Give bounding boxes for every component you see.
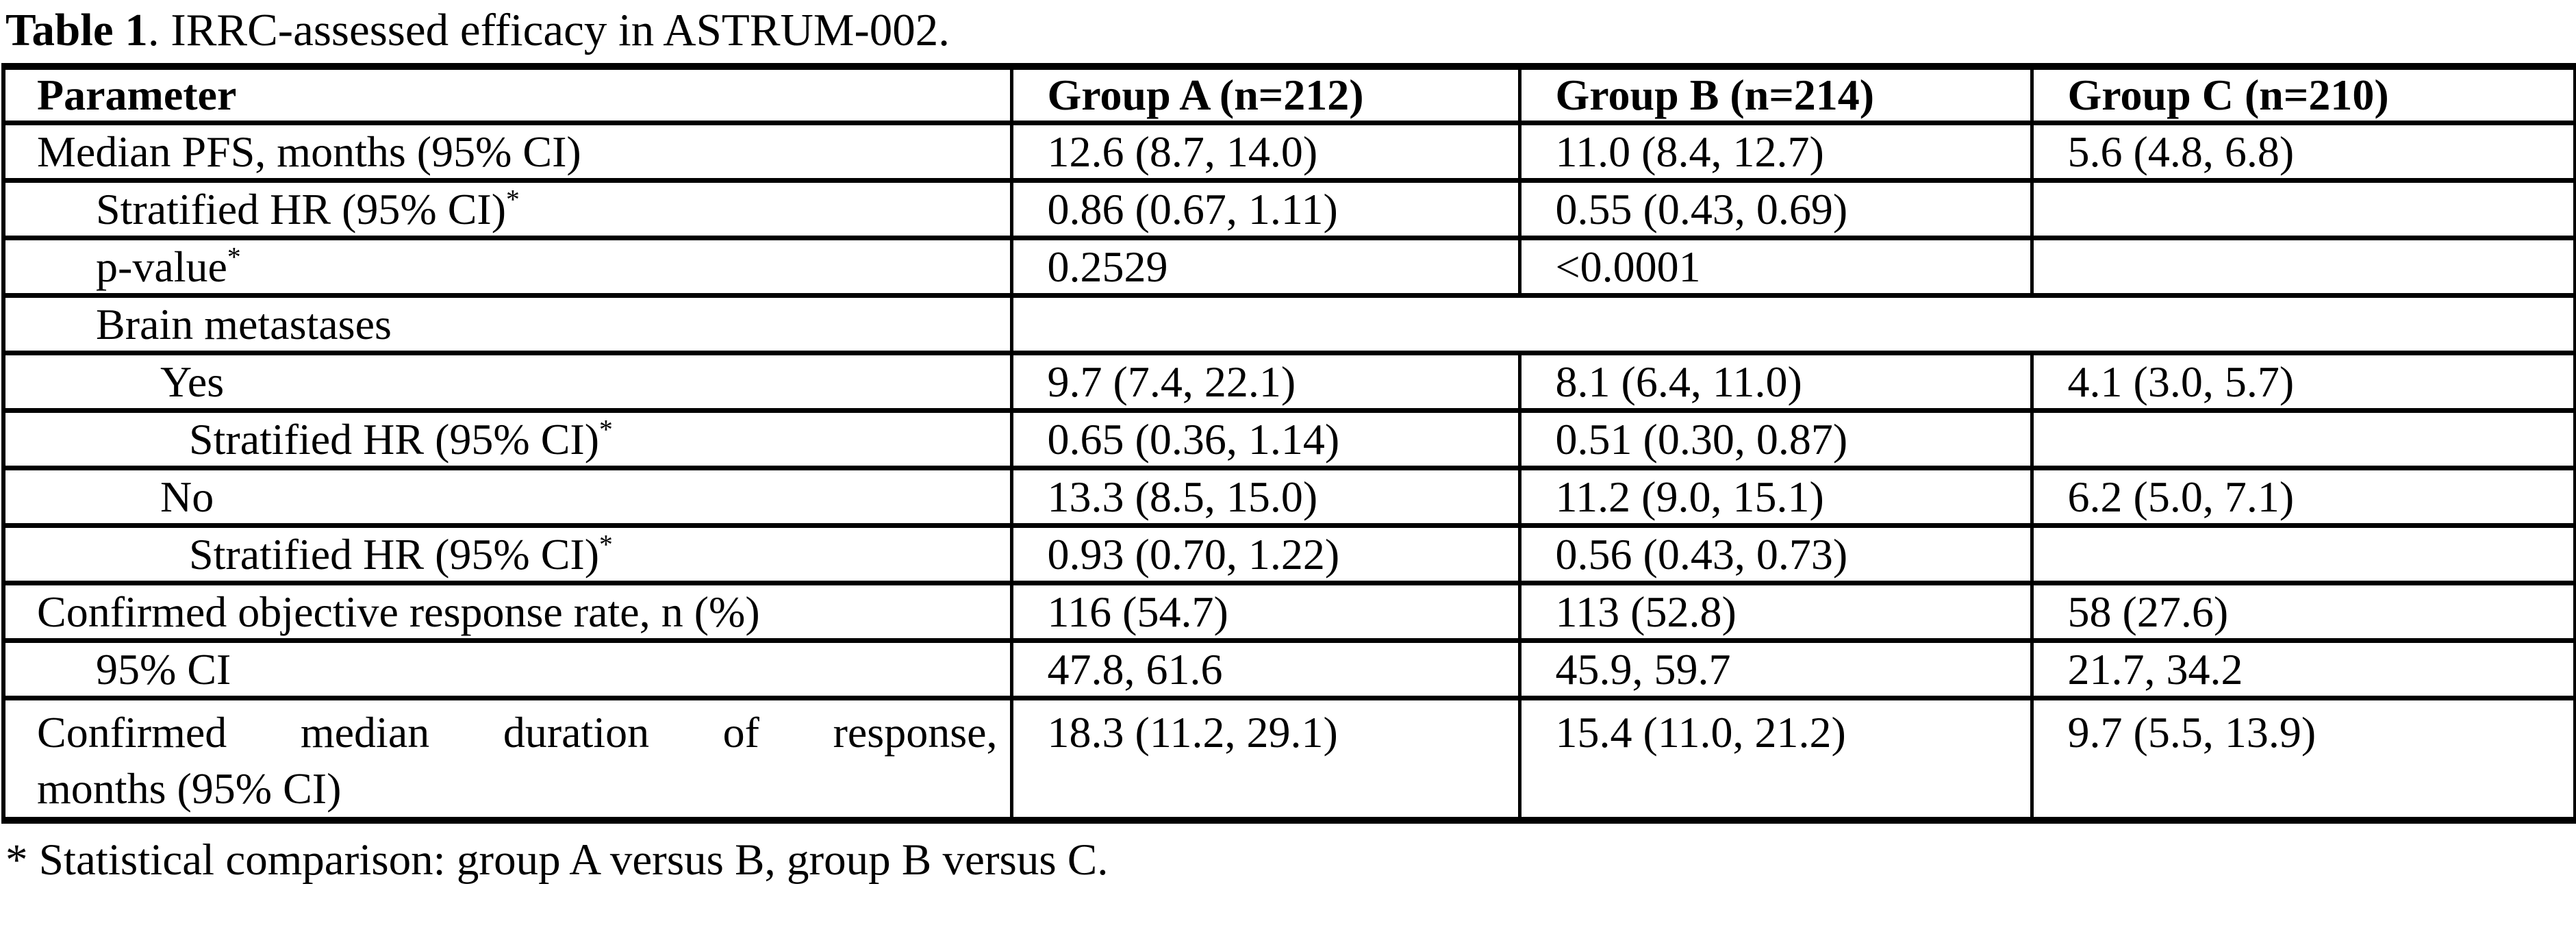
param-cell: Brain metastases [1,293,1013,355]
param-cell: Median PFS, months (95% CI) [1,121,1013,183]
table-footnote: * Statistical comparison: group A versus… [5,835,1109,885]
value-cell-group-a: 47.8, 61.6 [1009,638,1521,700]
column-header-group-c: Group C (n=210) [2030,64,2576,125]
value-cell-group-a: 116 (54.7) [1009,581,1521,643]
value-cell-group-b: 8.1 (6.4, 11.0) [1517,351,2034,413]
value-cell-group-c: 6.2 (5.0, 7.1) [2030,466,2576,528]
table-number-label: Table 1 [5,5,148,55]
param-cell: Confirmed objective response rate, n (%) [1,581,1013,643]
value-cell-group-b: 15.4 (11.0, 21.2) [1517,696,2034,823]
efficacy-table: Parameter Group A (n=212) Group B (n=214… [1,63,2576,824]
param-cell: No [1,466,1013,528]
param-cell: Stratified HR (95% CI)* [1,523,1013,585]
value-cell-group-c: 58 (27.6) [2030,581,2576,643]
value-cell-group-a: 0.65 (0.36, 1.14) [1009,408,1521,470]
table-caption: . IRRC-assessed efficacy in ASTRUM-002. [147,5,950,55]
param-cell: Stratified HR (95% CI)* [1,408,1013,470]
value-cell-group-b: 11.0 (8.4, 12.7) [1517,121,2034,183]
column-header-parameter: Parameter [1,64,1013,125]
value-cell-group-a: 0.2529 [1009,236,1521,298]
value-cell-group-c: 21.7, 34.2 [2030,638,2576,700]
param-line-2: months (95% CI) [37,764,342,813]
param-cell: p-value* [1,236,1013,298]
value-cell-group-b: 113 (52.8) [1517,581,2034,643]
page-title: Table 1. IRRC-assessed efficacy in ASTRU… [0,0,2576,63]
value-cell-group-b: 11.2 (9.0, 15.1) [1517,466,2034,528]
table-row-brain-metastases: Brain metastases [1,293,2576,355]
table-row-p-value: p-value* 0.2529 <0.0001 [1,236,2576,298]
column-header-group-a: Group A (n=212) [1009,64,1521,125]
footnote-marker: * [227,242,241,273]
value-cell-group-a: 18.3 (11.2, 29.1) [1009,696,1521,823]
table-row-median-pfs: Median PFS, months (95% CI) 12.6 (8.7, 1… [1,121,2576,183]
value-cell-group-a: 13.3 (8.5, 15.0) [1009,466,1521,528]
table-row-orr-ci: 95% CI 47.8, 61.6 45.9, 59.7 21.7, 34.2 [1,638,2576,700]
table-row-stratified-hr-no: Stratified HR (95% CI)* 0.93 (0.70, 1.22… [1,523,2576,585]
header-row: Parameter Group A (n=212) Group B (n=214… [1,64,2576,125]
param-line-1: Confirmed median duration of response, [37,708,998,757]
value-cell-group-b: 0.55 (0.43, 0.69) [1517,178,2034,240]
value-cell-group-a: 9.7 (7.4, 22.1) [1009,351,1521,413]
value-cell-group-a: 0.93 (0.70, 1.22) [1009,523,1521,585]
param-cell: 95% CI [1,638,1013,700]
value-cell-group-c: 5.6 (4.8, 6.8) [2030,121,2576,183]
value-cell-group-b: 0.56 (0.43, 0.73) [1517,523,2034,585]
param-cell: Stratified HR (95% CI)* [1,178,1013,240]
table-row-orr: Confirmed objective response rate, n (%)… [1,581,2576,643]
value-cell-group-b: 45.9, 59.7 [1517,638,2034,700]
value-cell-group-c [2030,236,2576,298]
value-cell-group-c: 4.1 (3.0, 5.7) [2030,351,2576,413]
column-header-group-b: Group B (n=214) [1517,64,2034,125]
param-cell: Yes [1,351,1013,413]
footnote-marker: * [599,529,613,560]
footnote-marker: * [599,414,613,445]
merged-empty-cell [1009,293,2576,355]
table-row-brain-mets-no: No 13.3 (8.5, 15.0) 11.2 (9.0, 15.1) 6.2… [1,466,2576,528]
footnote-marker: * [506,184,520,215]
param-cell: Confirmed median duration of response, m… [1,696,1013,823]
table-row-stratified-hr: Stratified HR (95% CI)* 0.86 (0.67, 1.11… [1,178,2576,240]
value-cell-group-c [2030,408,2576,470]
value-cell-group-b: 0.51 (0.30, 0.87) [1517,408,2034,470]
value-cell-group-c [2030,523,2576,585]
table-row-duration-of-response: Confirmed median duration of response, m… [1,696,2576,823]
table-row-brain-mets-yes: Yes 9.7 (7.4, 22.1) 8.1 (6.4, 11.0) 4.1 … [1,351,2576,413]
value-cell-group-b: <0.0001 [1517,236,2034,298]
value-cell-group-c: 9.7 (5.5, 13.9) [2030,696,2576,823]
table-row-stratified-hr-yes: Stratified HR (95% CI)* 0.65 (0.36, 1.14… [1,408,2576,470]
value-cell-group-a: 0.86 (0.67, 1.11) [1009,178,1521,240]
value-cell-group-a: 12.6 (8.7, 14.0) [1009,121,1521,183]
value-cell-group-c [2030,178,2576,240]
